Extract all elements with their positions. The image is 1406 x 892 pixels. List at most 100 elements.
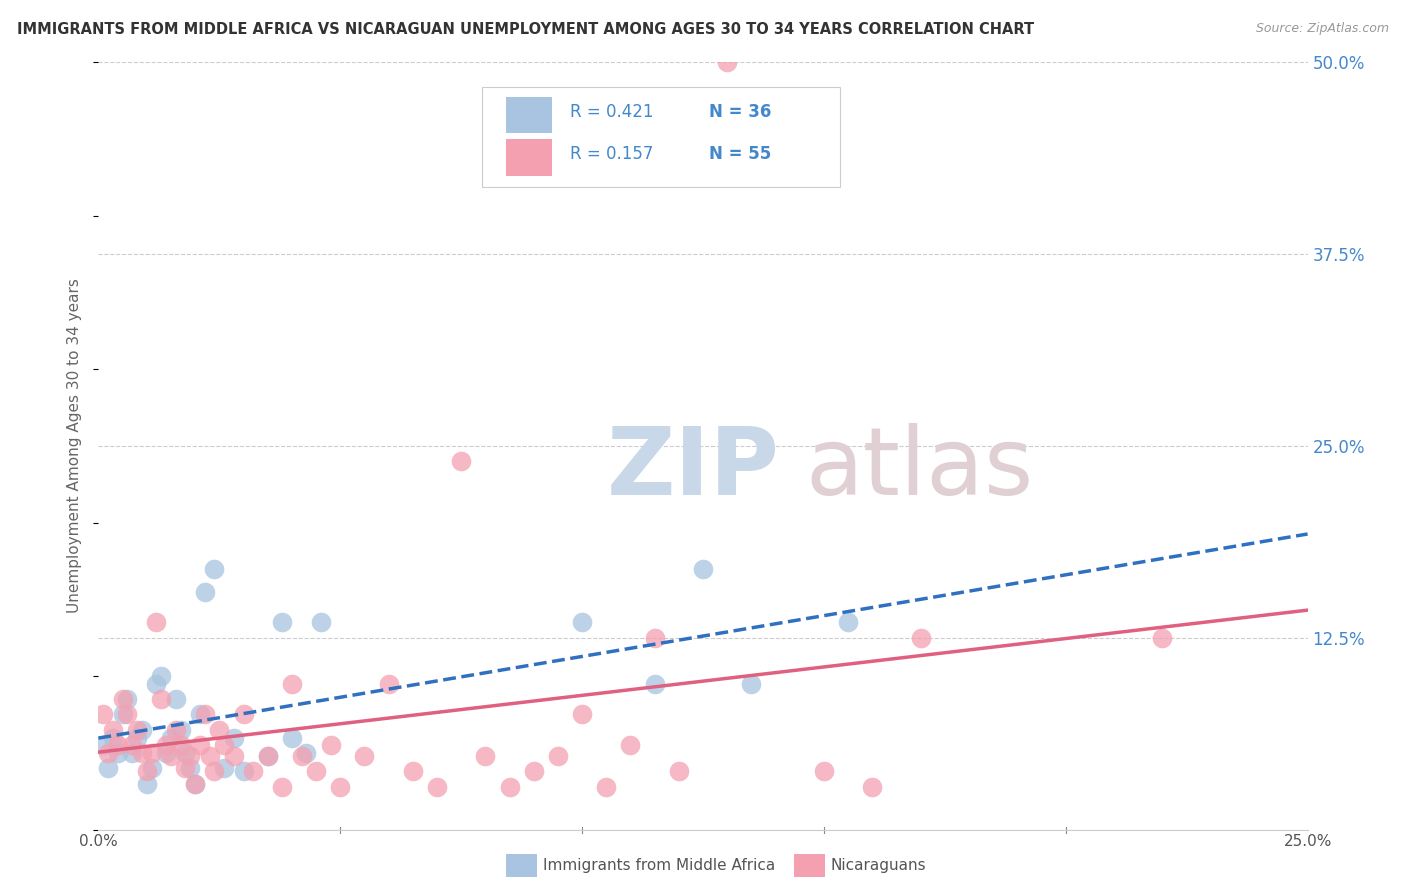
Point (135, 776, 157, 790)
Point (571, 707, 593, 722)
Point (619, 738, 641, 752)
Point (135, 764, 157, 779)
Point (91, 738, 114, 752)
Point (188, 738, 211, 752)
Point (837, 615, 859, 630)
Point (179, 761, 201, 775)
Point (111, 707, 134, 722)
Point (165, 692, 187, 706)
Text: N = 55: N = 55 (709, 145, 772, 163)
Point (644, 677, 666, 691)
Point (194, 707, 217, 722)
Point (212, 738, 235, 752)
Point (281, 731, 304, 745)
Point (668, 764, 690, 779)
Point (117, 707, 139, 722)
Point (256, 748, 278, 763)
Point (547, 748, 569, 763)
Point (290, 748, 312, 763)
Point (204, 562, 226, 576)
Point (179, 748, 201, 763)
Point (160, 731, 183, 745)
Point (188, 707, 211, 722)
Text: R = 0.157: R = 0.157 (569, 145, 654, 163)
Point (860, 780, 883, 794)
Point (165, 723, 187, 737)
Point (111, 692, 134, 706)
Point (194, 584, 217, 599)
Point (595, 780, 617, 794)
Text: R = 0.421: R = 0.421 (569, 103, 654, 121)
Point (155, 738, 177, 752)
Point (523, 764, 546, 779)
Point (309, 615, 332, 630)
Point (353, 748, 375, 763)
Point (145, 615, 167, 630)
Point (319, 738, 342, 752)
Point (97, 761, 120, 775)
Text: Source: ZipAtlas.com: Source: ZipAtlas.com (1256, 22, 1389, 36)
Point (160, 748, 183, 763)
Point (127, 723, 149, 737)
Point (101, 723, 124, 737)
Point (91, 707, 114, 722)
Text: ZIP: ZIP (606, 423, 779, 515)
Point (107, 738, 129, 752)
Point (169, 723, 191, 737)
Point (377, 677, 399, 691)
Point (271, 615, 294, 630)
Point (184, 776, 207, 790)
Point (232, 764, 254, 779)
Point (155, 746, 177, 760)
Point (212, 761, 235, 775)
Point (121, 746, 143, 760)
Text: IMMIGRANTS FROM MIDDLE AFRICA VS NICARAGUAN UNEMPLOYMENT AMONG AGES 30 TO 34 YEA: IMMIGRANTS FROM MIDDLE AFRICA VS NICARAG… (17, 22, 1033, 37)
Point (222, 748, 245, 763)
Point (271, 780, 294, 794)
Point (131, 723, 153, 737)
Text: Immigrants from Middle Africa: Immigrants from Middle Africa (543, 858, 775, 872)
Point (474, 748, 496, 763)
Text: Nicaraguans: Nicaraguans (831, 858, 927, 872)
Text: atlas: atlas (806, 423, 1033, 515)
Point (281, 677, 304, 691)
Point (740, 677, 762, 691)
Point (242, 764, 264, 779)
Point (127, 731, 149, 745)
FancyBboxPatch shape (506, 96, 551, 134)
Point (131, 746, 153, 760)
Point (256, 748, 278, 763)
Point (204, 764, 226, 779)
Point (450, 454, 472, 468)
FancyBboxPatch shape (506, 139, 551, 176)
Point (813, 764, 835, 779)
Y-axis label: Unemployment Among Ages 30 to 34 years: Unemployment Among Ages 30 to 34 years (67, 278, 83, 614)
FancyBboxPatch shape (482, 87, 839, 187)
Point (498, 780, 520, 794)
Point (174, 746, 197, 760)
Point (121, 738, 143, 752)
Point (295, 746, 318, 760)
Point (910, 631, 932, 645)
Point (644, 631, 666, 645)
Point (426, 780, 449, 794)
Point (1152, 631, 1174, 645)
Point (145, 677, 167, 691)
Point (107, 746, 129, 760)
Text: N = 36: N = 36 (709, 103, 772, 121)
Point (169, 738, 191, 752)
Point (232, 707, 254, 722)
Point (150, 669, 173, 683)
Point (174, 761, 197, 775)
Point (402, 764, 425, 779)
Point (571, 615, 593, 630)
Point (198, 748, 221, 763)
Point (692, 562, 714, 576)
Point (329, 780, 352, 794)
Point (141, 746, 163, 760)
Point (305, 764, 328, 779)
Point (716, 55, 738, 70)
Point (184, 776, 207, 790)
Point (208, 723, 231, 737)
Point (150, 692, 173, 706)
